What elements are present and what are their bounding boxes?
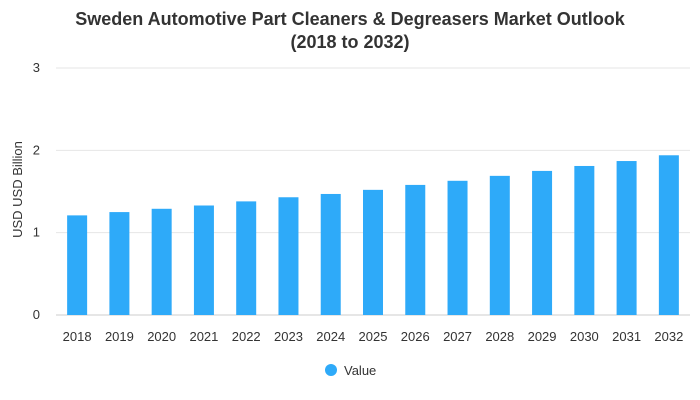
bar-2025[interactable] (363, 189, 383, 315)
x-tick-label-2027: 2027 (443, 329, 472, 344)
bar-2024[interactable] (320, 193, 341, 315)
x-tick-label-2018: 2018 (63, 329, 92, 344)
chart-title-line-2: (2018 to 2032) (290, 32, 410, 52)
chart-title-line-1: Sweden Automotive Part Cleaners & Degrea… (75, 9, 625, 29)
x-tick-label-2025: 2025 (359, 329, 388, 344)
bar-2027[interactable] (447, 180, 468, 315)
x-tick-label-2030: 2030 (570, 329, 599, 344)
bar-2020[interactable] (151, 208, 172, 315)
bar-2030[interactable] (574, 165, 595, 315)
x-tick-label-2024: 2024 (316, 329, 345, 344)
x-tick-label-2020: 2020 (147, 329, 176, 344)
bar-2029[interactable] (532, 170, 553, 315)
bar-2018[interactable] (67, 215, 88, 315)
bar-2021[interactable] (193, 205, 214, 315)
y-tick-label: 3 (33, 60, 40, 75)
x-tick-label-2032: 2032 (654, 329, 683, 344)
x-tick-label-2031: 2031 (612, 329, 641, 344)
y-axis-ticks: 0 1 2 3 (33, 60, 40, 322)
x-tick-label-2019: 2019 (105, 329, 134, 344)
legend[interactable]: Value (325, 363, 376, 378)
legend-marker-value[interactable] (325, 364, 337, 376)
x-tick-label-2021: 2021 (189, 329, 218, 344)
chart-title: Sweden Automotive Part Cleaners & Degrea… (0, 8, 700, 54)
legend-label-value[interactable]: Value (344, 363, 376, 378)
bar-2031[interactable] (616, 161, 637, 315)
bar-2026[interactable] (405, 184, 426, 315)
x-tick-label-2022: 2022 (232, 329, 261, 344)
x-tick-label-2026: 2026 (401, 329, 430, 344)
bars (67, 155, 679, 315)
y-tick-label: 2 (33, 142, 40, 157)
x-axis-ticks: 2018 2019 2020 2021 2022 2023 2024 2025 2026 2027… (63, 329, 684, 344)
bar-2023[interactable] (278, 197, 299, 315)
bar-2028[interactable] (489, 175, 510, 315)
bar-2019[interactable] (109, 212, 130, 315)
y-tick-label: 1 (33, 225, 40, 240)
y-axis-title: USD USD Billion (10, 141, 25, 238)
bar-2022[interactable] (236, 201, 257, 315)
y-tick-label: 0 (33, 307, 40, 322)
bar-2032[interactable] (658, 155, 679, 315)
x-tick-label-2028: 2028 (485, 329, 514, 344)
x-tick-label-2029: 2029 (528, 329, 557, 344)
x-tick-label-2023: 2023 (274, 329, 303, 344)
